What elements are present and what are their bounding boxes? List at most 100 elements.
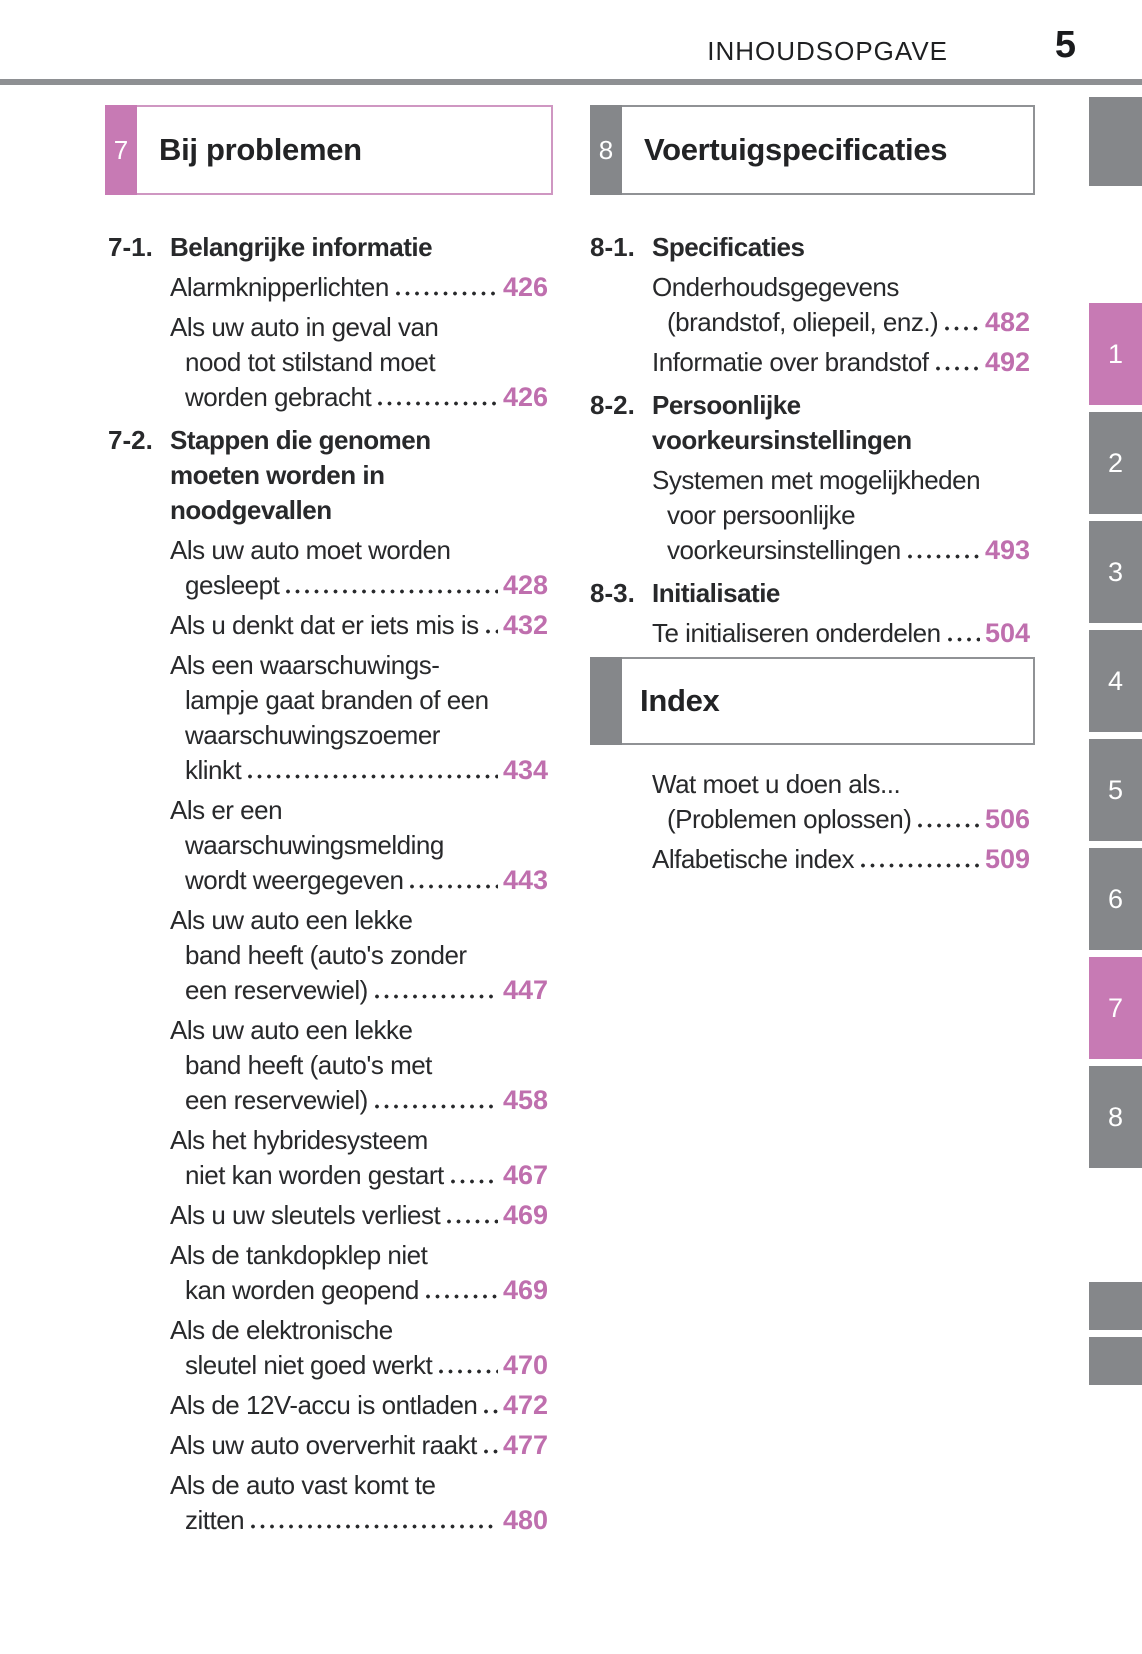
toc-section-number: 8-2. <box>590 390 635 420</box>
leader-dots <box>374 1104 498 1109</box>
chapter-box-8-number-block: 8 <box>590 105 622 195</box>
toc-section-line: 7-2. Stappen die genomen <box>108 423 548 458</box>
toc-entry-line: Als de auto vast komt te <box>108 1468 548 1503</box>
toc-page-ref: 426 <box>502 382 548 412</box>
toc-entry-text: waarschuwingsmelding <box>185 830 444 860</box>
toc-entry-line: Systemen met mogelijkheden <box>590 463 1030 498</box>
toc-entry-text: Als de 12V-accu is ontladen <box>170 1390 478 1420</box>
toc-entry-text: Als de tankdopklep niet <box>170 1240 428 1270</box>
toc-entry-text: voor persoonlijke <box>667 500 856 530</box>
toc-section-number: 7-2. <box>108 425 153 455</box>
toc-entry-text: wordt weergegeven <box>185 865 404 895</box>
toc-entry-line: Als de 12V-accu is ontladen 472 <box>108 1388 548 1423</box>
toc-entry-text: Als uw auto een lekke <box>170 1015 413 1045</box>
toc-entry-line: waarschuwingszoemer <box>108 718 548 753</box>
toc-page-ref: 504 <box>984 618 1030 648</box>
chapter-tab-6: 6 <box>1089 848 1142 950</box>
toc-entry-text: klinkt <box>185 755 242 785</box>
toc-page-ref: 472 <box>502 1390 548 1420</box>
toc-entry-line: (brandstof, oliepeil, enz.) 482 <box>590 305 1030 340</box>
toc-section-number: 8-1. <box>590 232 635 262</box>
toc-entry-line: klinkt 434 <box>108 753 548 788</box>
leader-dots <box>861 863 980 868</box>
toc-entry-line: zitten 480 <box>108 1503 548 1538</box>
toc-entry-text: Alarmknipperlichten <box>170 272 389 302</box>
toc-section-title: moeten worden in <box>170 460 385 490</box>
leader-dots <box>251 1524 498 1529</box>
toc-entry-text: Als de elektronische <box>170 1315 393 1345</box>
toc-entry-line: worden gebracht 426 <box>108 380 548 415</box>
toc-page-ref: 443 <box>502 865 548 895</box>
toc-entry-line: Als uw auto een lekke <box>108 1013 548 1048</box>
toc-entry-line: Als uw auto in geval van <box>108 310 548 345</box>
leader-dots <box>907 554 980 559</box>
toc-entry-line: Te initialiseren onderdelen 504 <box>590 616 1030 651</box>
toc-page-ref: 477 <box>502 1430 548 1460</box>
toc-entry-line: band heeft (auto's zonder <box>108 938 548 973</box>
toc-page-ref: 509 <box>984 844 1030 874</box>
toc-section-title: Initialisatie <box>652 578 780 608</box>
chapter-tab-3: 3 <box>1089 521 1142 623</box>
toc-section-number: 8-3. <box>590 578 635 608</box>
toc-entry-line: Als u denkt dat er iets mis is 432 <box>108 608 548 643</box>
chapter-tab-2: 2 <box>1089 412 1142 514</box>
toc-entry-line: nood tot stilstand moet <box>108 345 548 380</box>
toc-entry-line: band heeft (auto's met <box>108 1048 548 1083</box>
toc-entry-line: Als een waarschuwings- <box>108 648 548 683</box>
toc-entry-line: voor persoonlijke <box>590 498 1030 533</box>
toc-page-ref: 469 <box>502 1275 548 1305</box>
toc-page-ref: 434 <box>502 755 548 785</box>
toc-page-ref: 492 <box>984 347 1030 377</box>
toc-section-title: Stappen die genomen <box>170 425 431 455</box>
toc-column-left: 7-1. Belangrijke informatie Alarmknipperli… <box>108 222 548 1538</box>
index-box: Index <box>590 657 1035 745</box>
toc-section-title: Belangrijke informatie <box>170 232 433 262</box>
toc-entry-text: lampje gaat branden of een <box>185 685 489 715</box>
toc-entry-text: Als het hybridesysteem <box>170 1125 428 1155</box>
toc-page-ref: 428 <box>502 570 548 600</box>
toc-entry-text: sleutel niet goed werkt <box>185 1350 433 1380</box>
toc-page-ref: 432 <box>502 610 548 640</box>
leader-dots <box>425 1294 498 1299</box>
toc-entry-text: Als uw auto in geval van <box>170 312 439 342</box>
toc-entry-line: Als er een <box>108 793 548 828</box>
toc-entry-line: Informatie over brandstof 492 <box>590 345 1030 380</box>
toc-entry-text: Als een waarschuwings- <box>170 650 440 680</box>
toc-section-line: noodgevallen <box>108 493 548 528</box>
toc-entry-line: Als uw auto moet worden <box>108 533 548 568</box>
header-title: INHOUDSOPGAVE <box>707 36 948 66</box>
toc-section-title: Persoonlijke <box>652 390 801 420</box>
leader-dots <box>947 637 980 642</box>
leader-dots <box>484 1409 498 1414</box>
toc-page-ref: 480 <box>502 1505 548 1535</box>
toc-entry-text: Als de auto vast komt te <box>170 1470 436 1500</box>
leader-dots <box>447 1219 498 1224</box>
toc-entry-text: Onderhoudsgegevens <box>652 272 899 302</box>
toc-entry-text: (brandstof, oliepeil, enz.) <box>667 307 939 337</box>
toc-entry-line: niet kan worden gestart 467 <box>108 1158 548 1193</box>
toc-entry-line: Als u uw sleutels verliest 469 <box>108 1198 548 1233</box>
leader-dots <box>378 401 498 406</box>
leader-dots <box>395 291 498 296</box>
toc-entry-text: waarschuwingszoemer <box>185 720 440 750</box>
toc-entry-line: wordt weergegeven 443 <box>108 863 548 898</box>
toc-entry-line: Alarmknipperlichten 426 <box>108 270 548 305</box>
toc-section-title: noodgevallen <box>170 495 332 525</box>
toc-entry-text: voorkeursinstellingen <box>667 535 901 565</box>
chapter-tab-blank-top <box>1089 97 1142 186</box>
toc-entry-line: Alfabetische index 509 <box>590 842 1030 877</box>
toc-entry-line: gesleept 428 <box>108 568 548 603</box>
toc-entry-text: band heeft (auto's met <box>185 1050 432 1080</box>
toc-page-ref: 469 <box>502 1200 548 1230</box>
chapter-box-7: 7 Bij problemen <box>105 105 553 195</box>
toc-entry-line: voorkeursinstellingen 493 <box>590 533 1030 568</box>
leader-dots <box>450 1179 498 1184</box>
toc-entry-line: waarschuwingsmelding <box>108 828 548 863</box>
toc-entry-text: worden gebracht <box>185 382 372 412</box>
toc-entry-text: niet kan worden gestart <box>185 1160 444 1190</box>
toc-entry-line: (Problemen oplossen) 506 <box>590 802 1030 837</box>
toc-entry-text: Als er een <box>170 795 283 825</box>
toc-entry-line: Als uw auto oververhit raakt 477 <box>108 1428 548 1463</box>
toc-entry-line: lampje gaat branden of een <box>108 683 548 718</box>
